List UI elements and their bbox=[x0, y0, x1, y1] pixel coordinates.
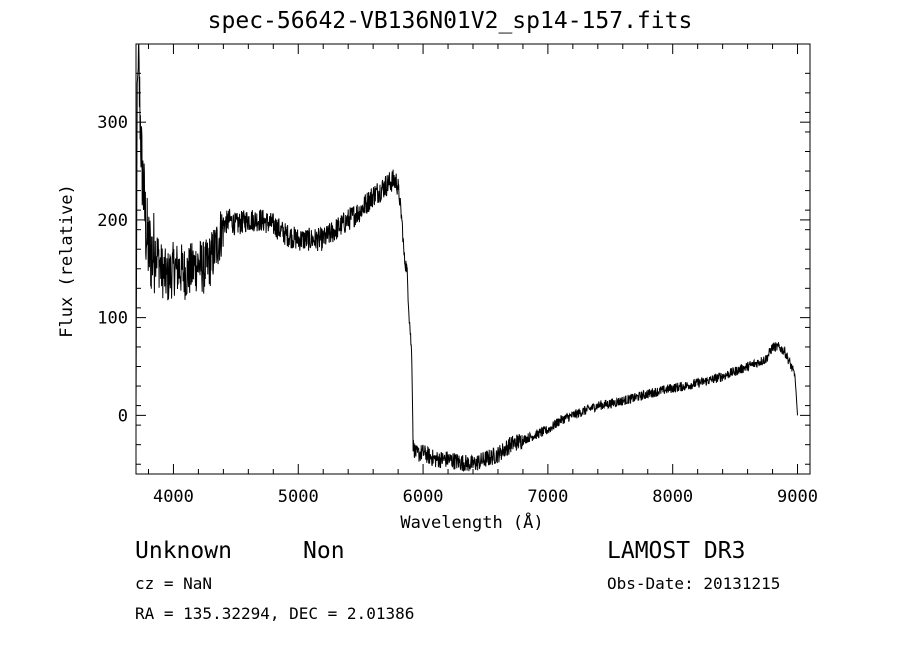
spectrum-series-line bbox=[135, 44, 798, 472]
survey-name: LAMOST DR3 bbox=[607, 538, 746, 564]
x-tick-label: 8000 bbox=[652, 487, 693, 507]
observation-date: Obs-Date: 20131215 bbox=[607, 574, 781, 593]
x-tick-label: 7000 bbox=[527, 487, 568, 507]
object-class: Unknown bbox=[135, 538, 232, 564]
x-tick-label: 6000 bbox=[403, 487, 444, 507]
x-axis-ticks: 4000 5000 6000 7000 8000 9000 bbox=[147, 44, 818, 507]
y-tick-label: 300 bbox=[97, 113, 128, 133]
redshift-readout: cz = NaN bbox=[135, 574, 213, 593]
chart-title: spec-56642-VB136N01V2_sp14-157.fits bbox=[207, 8, 693, 34]
y-tick-label: 0 bbox=[118, 406, 128, 426]
x-tick-label: 4000 bbox=[153, 487, 194, 507]
y-axis-ticks: 0 100 200 300 bbox=[97, 72, 810, 465]
coordinates-readout: RA = 135.32294, DEC = 2.01386 bbox=[135, 604, 415, 623]
plot-frame bbox=[135, 43, 811, 475]
y-axis-label: Flux (relative) bbox=[57, 184, 77, 338]
x-tick-label: 5000 bbox=[278, 487, 319, 507]
y-tick-label: 200 bbox=[97, 211, 128, 231]
object-subclass: Non bbox=[303, 538, 345, 564]
x-tick-label: 9000 bbox=[777, 487, 818, 507]
y-tick-label: 100 bbox=[97, 309, 128, 329]
x-axis-label: Wavelength (Å) bbox=[400, 511, 543, 533]
